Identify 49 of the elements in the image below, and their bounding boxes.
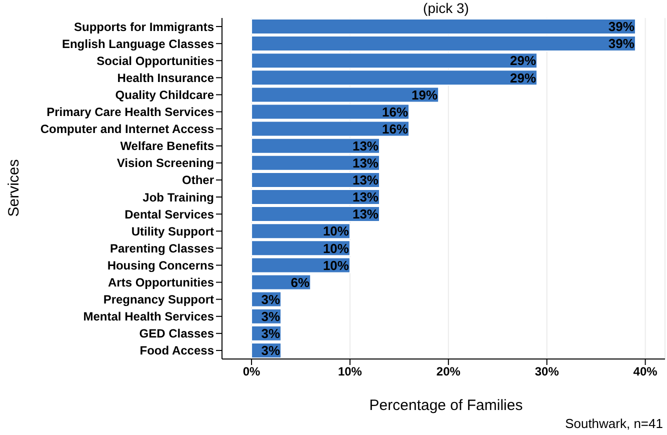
x-tick-label: 20% — [436, 364, 461, 379]
data-label: 13% — [352, 190, 379, 205]
y-tick-label: Vision Screening — [116, 156, 214, 170]
y-tick-label: Social Opportunities — [96, 54, 214, 68]
data-label: 3% — [261, 343, 280, 358]
data-label: 29% — [510, 70, 536, 86]
data-label: 39% — [608, 36, 635, 52]
data-label: 16% — [382, 121, 408, 136]
x-tick-label: 40% — [633, 364, 658, 379]
data-label: 6% — [290, 274, 310, 290]
y-tick-label: Arts Opportunities — [108, 276, 214, 290]
text: Southwark, n=41 — [565, 416, 663, 431]
y-tick-label: Welfare Benefits — [120, 139, 214, 154]
data-label: 29% — [510, 53, 536, 68]
data-label: 13% — [352, 206, 379, 222]
y-tick-label: Quality Childcare — [115, 88, 214, 102]
y-tick-label: Supports for Immigrants — [74, 20, 214, 34]
data-label: 3% — [261, 326, 280, 342]
data-label: 13% — [352, 156, 379, 171]
data-label: 39% — [608, 19, 635, 34]
y-tick-label: Dental Services — [124, 207, 214, 222]
y-tick-label: Utility Support — [131, 224, 214, 238]
y-tick-label: Housing Concerns — [107, 258, 214, 272]
chart-title: (pick 3) — [422, 0, 470, 16]
x-tick-label: 0% — [242, 364, 261, 379]
y-tick-label: Parenting Classes — [110, 241, 214, 256]
data-label: 19% — [412, 87, 438, 102]
data-label: 10% — [322, 258, 350, 273]
y-tick-label: GED Classes — [139, 326, 214, 341]
data-label: 16% — [382, 104, 408, 120]
data-label: 13% — [352, 172, 379, 188]
data-label: 3% — [261, 292, 280, 307]
y-axis-title: Services — [6, 159, 22, 217]
y-tick-label: Pregnancy Support — [103, 292, 214, 307]
data-label: 10% — [322, 240, 350, 256]
y-tick-label: Computer and Internet Access — [40, 122, 214, 136]
data-label: 3% — [261, 308, 280, 324]
y-tick-label: Primary Care Health Services — [46, 105, 214, 120]
y-tick-label: Health Insurance — [117, 70, 214, 85]
data-label: 10% — [322, 224, 350, 239]
x-axis-title: Percentage of Families — [368, 397, 524, 414]
y-tick-label: Job Training — [142, 190, 214, 204]
y-tick-label: Food Access — [140, 344, 214, 358]
x-tick-label: 10% — [338, 364, 362, 379]
data-label: 13% — [352, 138, 379, 154]
y-tick-label: Mental Health Services — [83, 310, 214, 324]
x-tick-label: 30% — [534, 364, 560, 379]
y-tick-label: Other — [182, 173, 214, 188]
y-tick-label: English Language Classes — [62, 36, 214, 51]
